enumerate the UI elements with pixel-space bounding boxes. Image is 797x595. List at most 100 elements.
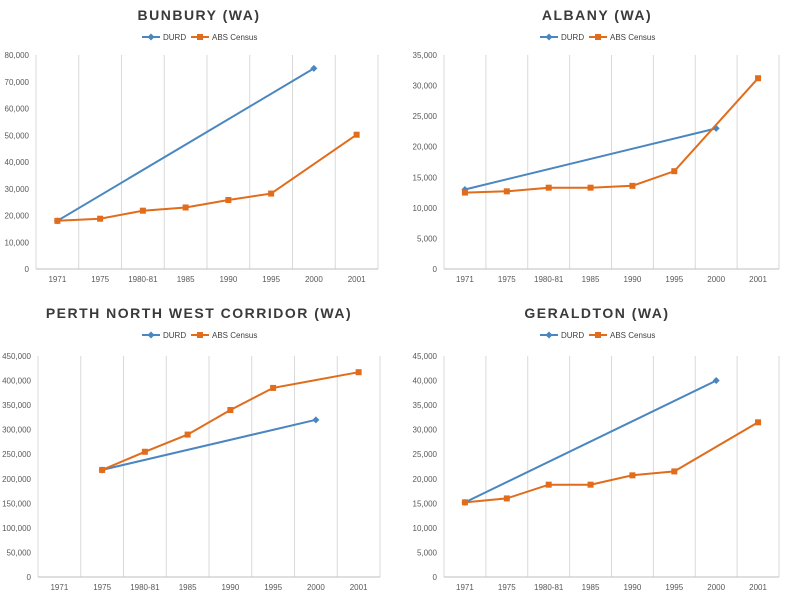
y-tick-label: 250,000 xyxy=(2,450,31,459)
x-tick-label: 1971 xyxy=(50,583,68,592)
legend-label: DURD xyxy=(561,331,584,340)
legend-marker-square xyxy=(197,332,203,338)
data-point-abs-census xyxy=(629,182,636,189)
data-point-abs-census xyxy=(461,189,468,196)
y-tick-label: 25,000 xyxy=(413,112,438,121)
y-tick-label: 80,000 xyxy=(5,51,30,60)
panel-perth-nw-corridor: PERTH NORTH WEST CORRIDOR (WA) DURD ABS Ce… xyxy=(0,298,398,595)
data-point-abs-census xyxy=(54,217,61,224)
data-point-abs-census xyxy=(587,481,594,488)
x-tick-label: 2001 xyxy=(749,275,767,284)
x-tick-label: 2001 xyxy=(749,583,767,592)
y-tick-label: 50,000 xyxy=(7,548,32,557)
y-tick-label: 450,000 xyxy=(2,352,31,361)
x-tick-label: 1985 xyxy=(582,275,600,284)
legend-item-durd: DURD xyxy=(142,331,186,340)
y-tick-label: 5,000 xyxy=(417,548,438,557)
chart-perth-nw-corridor: PERTH NORTH WEST CORRIDOR (WA) DURD ABS Ce… xyxy=(2,305,381,592)
x-tick-label: 1985 xyxy=(179,583,197,592)
data-point-abs-census xyxy=(755,419,762,426)
legend-marker-square xyxy=(595,34,601,40)
data-point-durd xyxy=(712,377,720,385)
legend-label: ABS Census xyxy=(610,33,655,42)
legend-label: DURD xyxy=(561,33,584,42)
x-tick-label: 1990 xyxy=(624,583,642,592)
data-point-abs-census xyxy=(545,184,552,191)
x-tick-label: 1975 xyxy=(498,275,516,284)
y-tick-label: 40,000 xyxy=(5,158,30,167)
series-line-durd xyxy=(56,67,315,222)
data-point-abs-census xyxy=(182,204,189,211)
data-point-abs-census xyxy=(755,75,762,82)
y-tick-label: 20,000 xyxy=(5,212,30,221)
x-tick-label: 1990 xyxy=(624,275,642,284)
data-point-abs-census xyxy=(227,407,234,414)
data-point-abs-census xyxy=(353,131,360,138)
x-tick-label: 1980-81 xyxy=(534,275,564,284)
x-tick-label: 1980-81 xyxy=(128,275,158,284)
x-tick-label: 1990 xyxy=(219,275,237,284)
chart-geraldton: GERALDTON (WA) DURD ABS Census 0 5,000 10,000… xyxy=(413,305,780,592)
panel-bunbury: BUNBURY (WA) DURD ABS Census 0 10,000 20,000 3… xyxy=(0,0,398,297)
y-tick-label: 10,000 xyxy=(413,524,438,533)
data-point-abs-census xyxy=(545,481,552,488)
series-line-durd xyxy=(464,127,717,191)
legend-item-durd: DURD xyxy=(142,33,186,42)
data-point-abs-census xyxy=(461,499,468,506)
data-point-abs-census xyxy=(503,188,510,195)
x-tick-label: 1980-81 xyxy=(534,583,564,592)
x-tick-label: 2000 xyxy=(307,583,325,592)
y-tick-label: 10,000 xyxy=(413,204,438,213)
chart-title: GERALDTON (WA) xyxy=(524,305,669,321)
y-tick-label: 0 xyxy=(433,573,438,582)
data-point-abs-census xyxy=(671,468,678,475)
data-point-abs-census xyxy=(629,472,636,479)
legend-item-abs-census: ABS Census xyxy=(191,33,257,42)
y-tick-label: 100,000 xyxy=(2,524,31,533)
y-tick-label: 0 xyxy=(27,573,32,582)
data-point-abs-census xyxy=(587,184,594,191)
data-point-abs-census xyxy=(97,215,104,222)
data-point-durd xyxy=(312,416,320,424)
x-tick-label: 1975 xyxy=(91,275,109,284)
series-line-durd xyxy=(101,418,317,471)
data-point-abs-census xyxy=(184,431,191,438)
y-tick-label: 5,000 xyxy=(417,234,438,243)
x-tick-label: 1975 xyxy=(498,583,516,592)
legend-marker-square xyxy=(595,332,601,338)
x-tick-label: 1990 xyxy=(221,583,239,592)
chart-bunbury: BUNBURY (WA) DURD ABS Census 0 10,000 20,000 3… xyxy=(5,7,379,284)
legend-label: ABS Census xyxy=(610,331,655,340)
chart-title: PERTH NORTH WEST CORRIDOR (WA) xyxy=(46,305,352,321)
series-line-abs-census xyxy=(101,371,359,471)
legend-label: ABS Census xyxy=(212,33,257,42)
y-tick-label: 150,000 xyxy=(2,499,31,508)
y-tick-label: 25,000 xyxy=(413,450,438,459)
data-point-abs-census xyxy=(268,190,275,197)
legend-marker-diamond xyxy=(545,331,553,339)
x-tick-label: 1985 xyxy=(582,583,600,592)
x-tick-label: 1971 xyxy=(48,275,66,284)
legend-item-durd: DURD xyxy=(540,33,584,42)
data-point-durd xyxy=(310,64,318,72)
legend-label: ABS Census xyxy=(212,331,257,340)
y-tick-label: 350,000 xyxy=(2,401,31,410)
data-point-abs-census xyxy=(225,196,232,203)
legend-item-abs-census: ABS Census xyxy=(191,331,257,340)
y-tick-label: 35,000 xyxy=(413,51,438,60)
chart-albany: ALBANY (WA) DURD ABS Census 0 5,000 10,000 15,… xyxy=(413,7,780,284)
chart-title: ALBANY (WA) xyxy=(542,7,652,23)
x-tick-label: 2000 xyxy=(707,583,725,592)
x-tick-label: 2000 xyxy=(707,275,725,284)
legend-marker-diamond xyxy=(147,33,155,41)
y-tick-label: 300,000 xyxy=(2,426,31,435)
chart-title: BUNBURY (WA) xyxy=(138,7,261,23)
x-tick-label: 1995 xyxy=(665,583,683,592)
series-line-durd xyxy=(464,379,717,504)
x-tick-label: 1995 xyxy=(262,275,280,284)
y-tick-label: 35,000 xyxy=(413,401,438,410)
y-tick-label: 20,000 xyxy=(413,143,438,152)
data-point-abs-census xyxy=(141,448,148,455)
x-tick-label: 2000 xyxy=(305,275,323,284)
